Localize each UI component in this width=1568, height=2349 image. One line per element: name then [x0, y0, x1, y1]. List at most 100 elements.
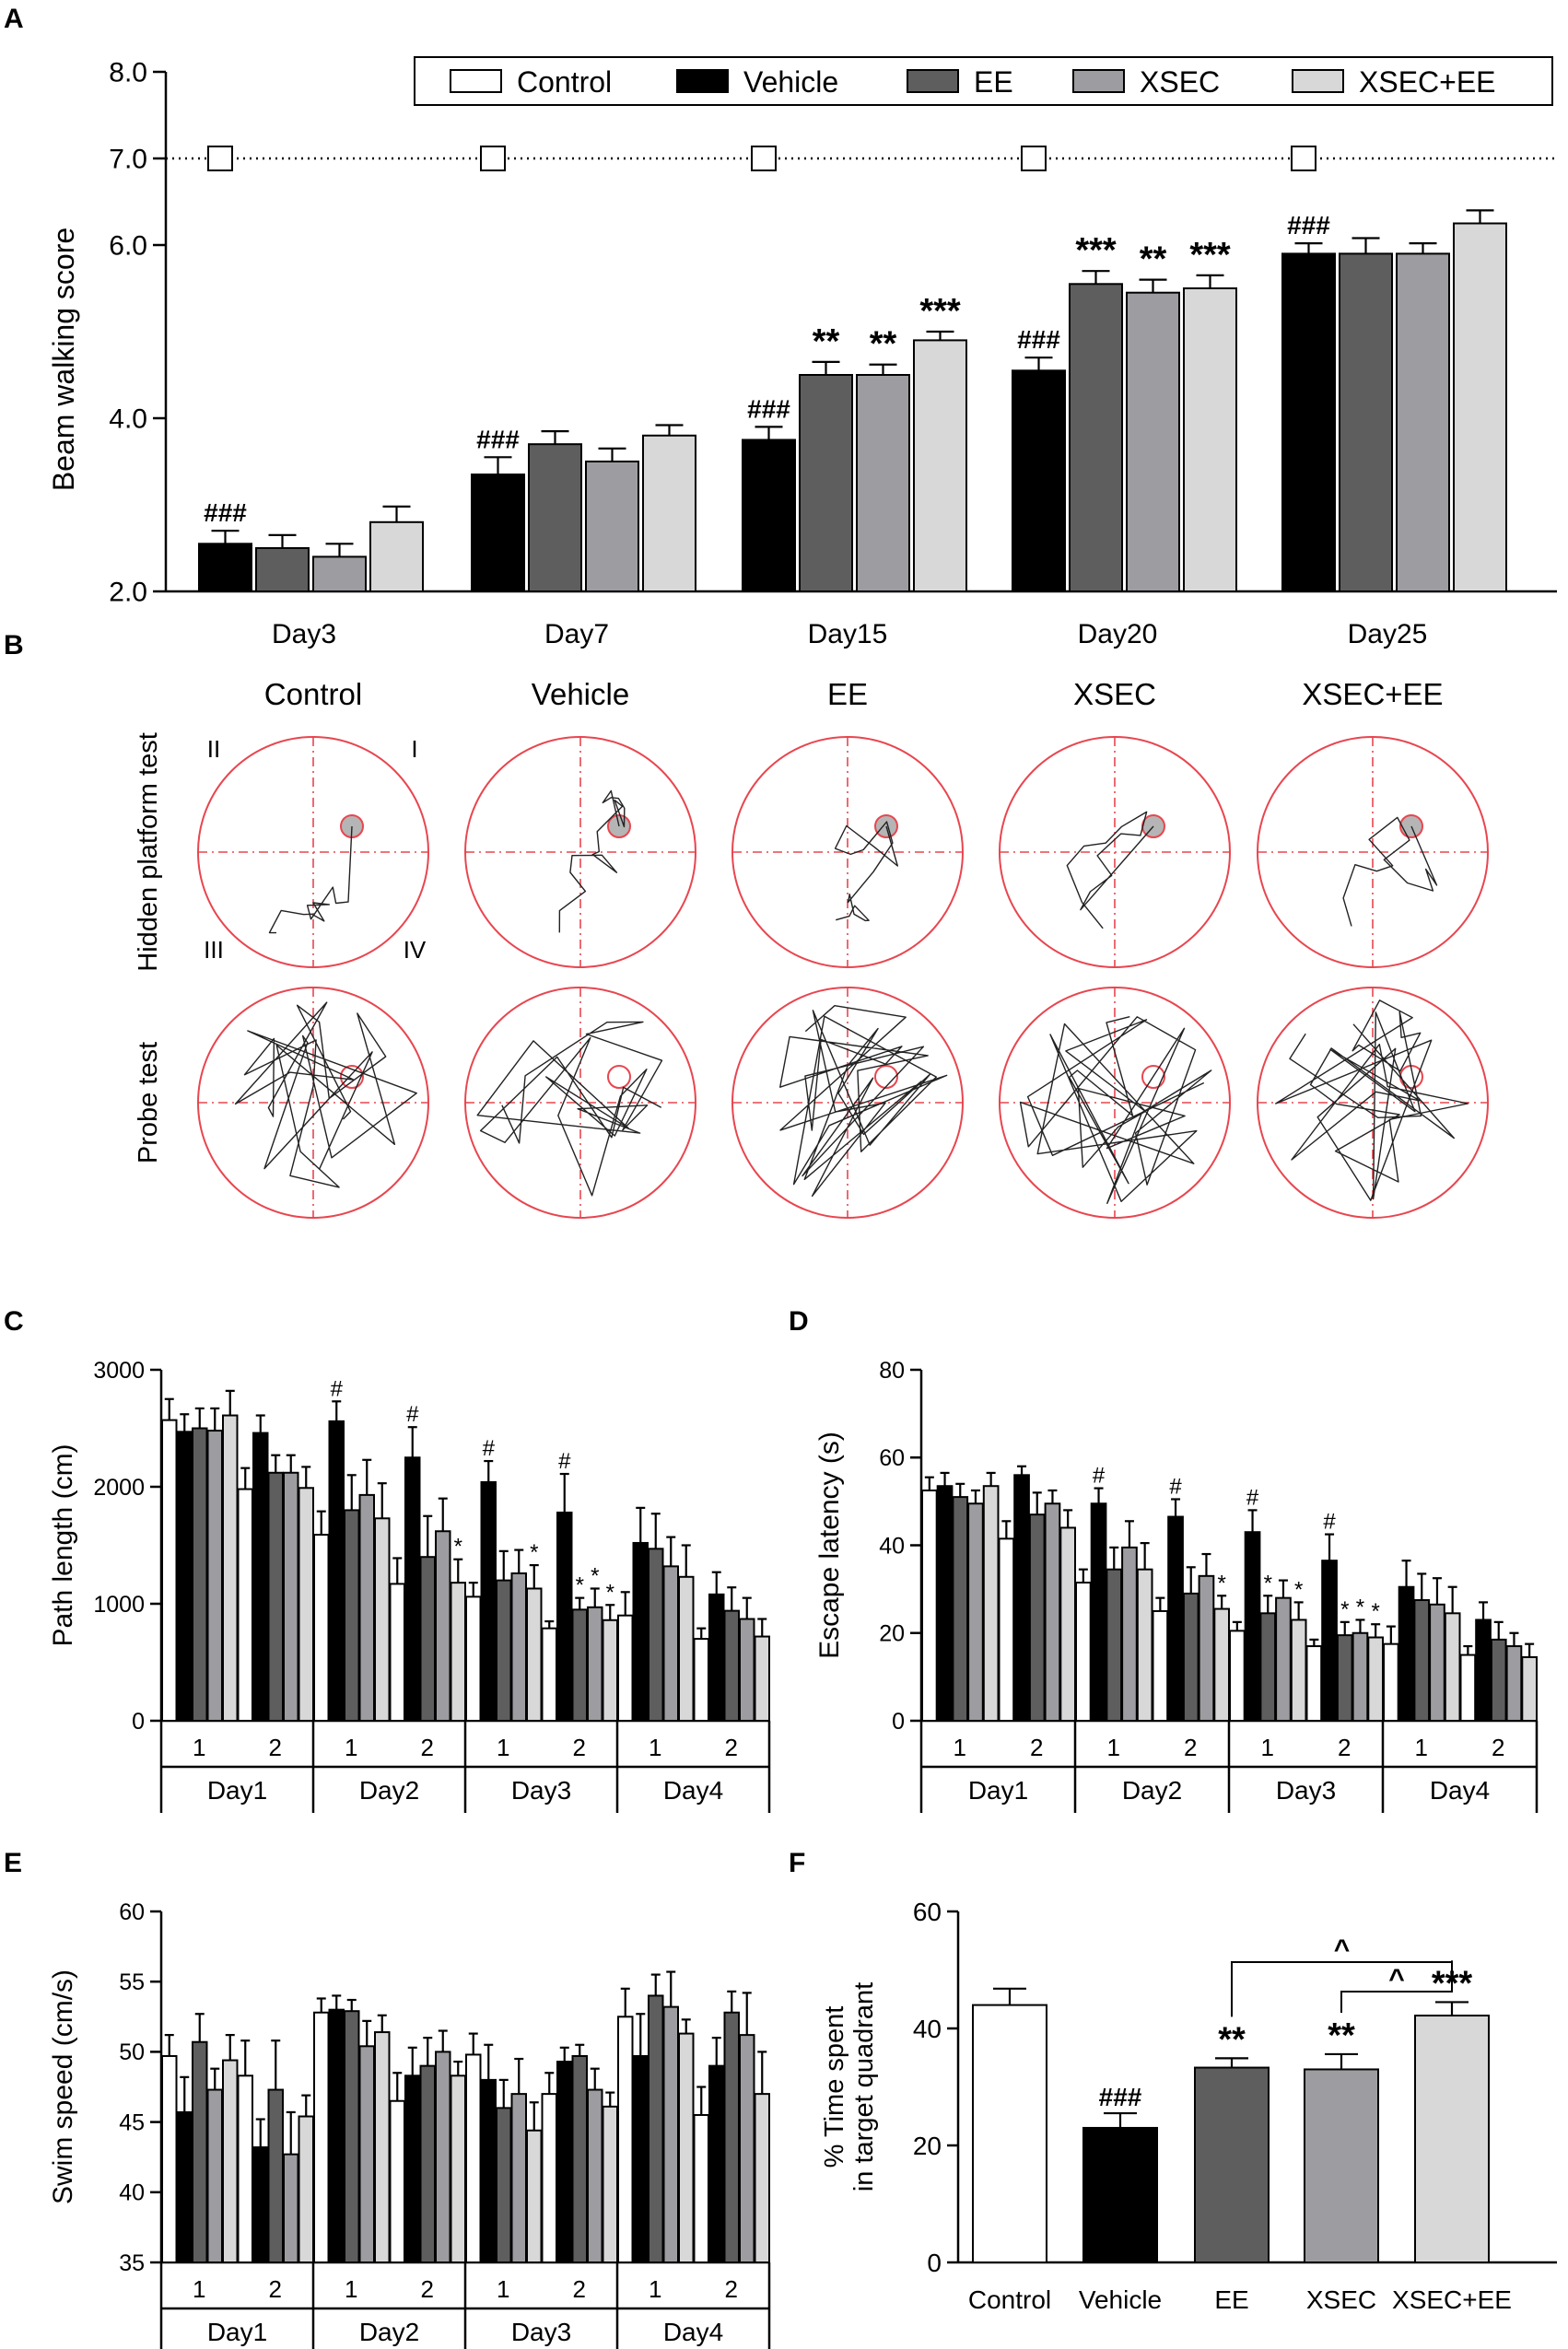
trial-label: 2: [269, 1734, 282, 1761]
bar-xsec: [283, 2153, 299, 2264]
day-label-day3: Day3: [1276, 1776, 1336, 1805]
bar-vehicle: [1167, 1515, 1184, 1722]
y-tick-label: 0: [892, 1709, 905, 1735]
y-tick-label: 2.0: [109, 578, 147, 608]
significance-mark: #: [558, 1449, 571, 1474]
swim-trajectory: [234, 1001, 417, 1188]
bar-xsec-ee: [222, 1414, 239, 1723]
y-tick-label: 35: [119, 2250, 145, 2276]
y-tick-label: 20: [879, 1621, 905, 1647]
bar-vehicle: [252, 1432, 269, 1722]
significance-mark: ###: [747, 394, 790, 423]
x-tick-label: XSEC: [1306, 2285, 1376, 2314]
y-tick-label: 7.0: [109, 145, 147, 175]
bar-xsec: [1121, 1546, 1138, 1722]
bar-xsec: [739, 2034, 755, 2264]
trial-label: 2: [421, 1734, 434, 1761]
bar-ee: [571, 2054, 588, 2263]
maze-hidden-vehicle: [464, 736, 696, 968]
trial-label: 1: [1107, 1734, 1120, 1761]
trial-label: 1: [345, 2275, 357, 2303]
legend-swatch-xsec: [1072, 69, 1125, 93]
maze-hidden-xsec-ee: [1257, 736, 1489, 968]
bar-xsec: [1505, 1645, 1523, 1722]
beam-walking-chart: 2.0 4.0 6.0 7.0 8.0 Beam walking score Day3 Day…: [47, 56, 1557, 649]
bar-xsec: [587, 1606, 603, 1723]
bar-vehicle: [1398, 1585, 1415, 1723]
bar-xsec: [662, 1565, 679, 1722]
y-tick-label: 40: [879, 1533, 905, 1559]
bar-vehicle: [1013, 1474, 1030, 1723]
y-tick-label: 45: [119, 2109, 145, 2135]
quadrant-label-iii: III: [204, 936, 224, 964]
maze-probe-control: [197, 987, 429, 1219]
bar-control: [465, 2053, 482, 2263]
bar-control: [617, 1614, 634, 1722]
bar-xsec-ee: [1414, 2015, 1490, 2264]
significance-mark: *: [591, 1563, 599, 1588]
significance-mark: #: [483, 1436, 496, 1461]
bar-vehicle: [176, 1431, 193, 1723]
bar-ee: [571, 1608, 588, 1722]
y-tick-label: 60: [879, 1445, 905, 1471]
x-tick-label: Control: [968, 2285, 1051, 2314]
significance-mark: **: [870, 325, 897, 364]
swim-trajectory: [1019, 1016, 1212, 1204]
significance-mark: ###: [1287, 211, 1330, 240]
day-label-day4: Day4: [663, 1776, 723, 1805]
bar-control: [313, 1534, 330, 1722]
y-tick-label: 0: [132, 1709, 145, 1735]
bar-control: [693, 1638, 709, 1722]
platform-marker: [1141, 1065, 1165, 1089]
bar-control: [693, 2113, 709, 2263]
bar-xsec-ee: [526, 2129, 543, 2263]
significance-mark: #: [1093, 1464, 1106, 1489]
bar-control: [161, 1419, 178, 1722]
swim-trajectory: [1275, 999, 1469, 1201]
significance-mark: *: [454, 1535, 462, 1560]
significance-mark: #: [406, 1402, 419, 1427]
panel-label-a: A: [4, 4, 24, 34]
legend-label-xsec-ee: XSEC+EE: [1359, 65, 1496, 99]
swim-trajectory: [834, 821, 898, 922]
trial-label: 2: [1030, 1734, 1043, 1761]
legend-swatch-vehicle: [676, 69, 729, 93]
y-tick-label: 20: [913, 2132, 942, 2160]
bar-ee: [952, 1496, 969, 1723]
y-axis-title-line: in target quadrant: [849, 1982, 879, 2191]
bar-xsec-ee: [602, 1619, 618, 1723]
bar-xsec: [435, 2051, 451, 2263]
bar-xsec-day3: [312, 555, 367, 593]
bar-ee-day25: [1339, 252, 1393, 592]
bar-xsec-ee-day7: [642, 434, 696, 592]
significance-mark: *: [1371, 1599, 1379, 1624]
bar-xsec-ee: [678, 2032, 695, 2263]
x-tick-label: Day7: [544, 619, 609, 649]
bar-xsec-ee: [374, 2031, 391, 2263]
bar-control: [313, 2011, 330, 2264]
x-tick-label: EE: [1214, 2285, 1248, 2314]
bar-ee: [1194, 2066, 1270, 2263]
bar-control: [389, 2099, 405, 2263]
panel-label-f: F: [789, 1848, 805, 1878]
panel-label-c: C: [4, 1306, 24, 1337]
bar-control: [1383, 1642, 1399, 1722]
bar-ee: [344, 1509, 360, 1723]
bar-xsec-ee: [222, 2059, 239, 2263]
bar-control: [1305, 1645, 1323, 1722]
bar-ee: [723, 2011, 740, 2264]
bar-ee: [419, 2064, 436, 2263]
bar-xsec-ee: [298, 2115, 314, 2263]
bar-xsec-ee: [1290, 1619, 1307, 1723]
x-tick-label: Day15: [808, 619, 888, 649]
bar-xsec: [435, 1530, 451, 1723]
bar-xsec: [1429, 1603, 1445, 1722]
bar-ee: [1106, 1568, 1123, 1722]
trial-label: 2: [573, 1734, 586, 1761]
comparison-bracket: [1340, 1960, 1453, 2013]
legend-label-xsec: XSEC: [1140, 65, 1220, 99]
y-tick-label: 0: [927, 2249, 942, 2277]
significance-mark: *: [606, 1580, 614, 1605]
bar-xsec: [1304, 2068, 1379, 2263]
bar-xsec: [358, 2045, 375, 2263]
